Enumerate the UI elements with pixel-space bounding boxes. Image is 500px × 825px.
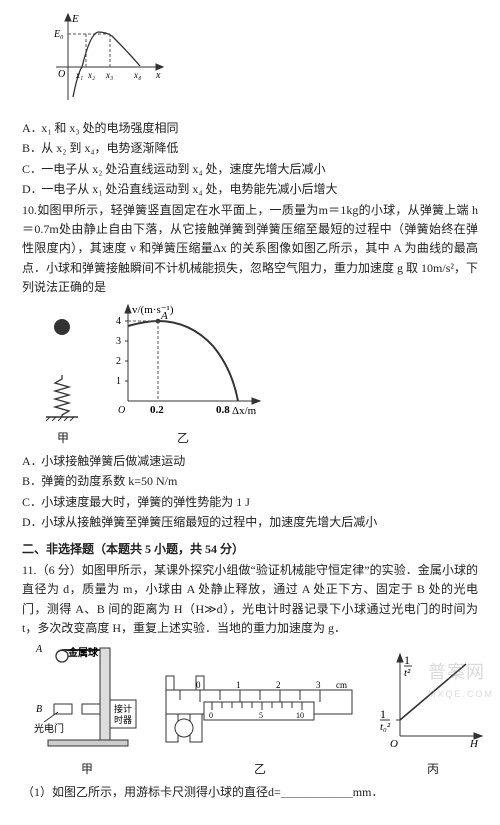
svg-text:1: 1: [380, 707, 386, 721]
svg-text:3: 3: [116, 336, 121, 347]
fig-apparatus: A 金属球 B 光电门 接计 时器 甲: [32, 642, 142, 779]
lbl-O3: O: [390, 738, 398, 750]
lbl-E: E: [71, 13, 79, 25]
svg-text:A: A: [35, 644, 43, 655]
fig-e-vs-x: E E₀ O x x₁ x₂ x₃ x₄: [48, 12, 478, 113]
option-c: C．一电子从 x₂ 处沿直线运动到 x₄ 处，速度先增大后减小: [22, 160, 478, 179]
svg-text:10: 10: [296, 711, 304, 720]
q10-figures: 甲 1 2 3 4 A: [42, 301, 478, 448]
cap-yi2: 乙: [160, 760, 360, 779]
cap-jia2: 甲: [32, 760, 142, 779]
q10-stem: 10.如图甲所示，轻弹簧竖直固定在水平面上，一质量为m＝1kg的小球，从弹簧上端…: [22, 201, 478, 297]
q11-figures: A 金属球 B 光电门 接计 时器 甲: [32, 642, 478, 779]
q11-sub1: （1）如图乙所示，用游标卡尺测得小球的直径d=＿＿＿＿＿＿mm．: [22, 783, 478, 802]
svg-text:B: B: [36, 704, 42, 715]
svg-text:时器: 时器: [114, 714, 132, 725]
svg-text:0: 0: [209, 711, 213, 720]
svg-text:5: 5: [259, 711, 263, 720]
svg-text:3: 3: [316, 680, 321, 690]
xlabel: Δx/m: [232, 405, 257, 417]
option-d-text: 一电子从 x₁ 处沿直线运动到 x₄ 处，电势能先减小后增大: [41, 182, 337, 196]
lbl-x3: x₃: [105, 70, 113, 80]
option-a: A．x₁ 和 x₃ 处的电场强度相同: [22, 119, 478, 138]
svg-text:1: 1: [236, 680, 241, 690]
svg-text:4: 4: [116, 316, 121, 327]
option-a-text: x₁ 和 x₃ 处的电场强度相同: [41, 121, 178, 135]
fig-v-deltax: 1 2 3 4 A v/(m·s⁻¹) Δx/m O 0.2 0.8 乙: [98, 301, 268, 448]
lbl-x4: x₄: [133, 70, 141, 80]
lbl-O: O: [58, 69, 65, 80]
lbl-gate: 光电门: [34, 722, 64, 735]
lbl-x2: x₂: [87, 70, 95, 80]
svg-text:1: 1: [116, 376, 121, 387]
lbl-O2: O: [118, 405, 125, 416]
fig-caliper: 0 1 2 3 cm 0 5 10 乙: [160, 672, 360, 779]
option-b-text: 从 x₂ 到 x₄，电势逐渐降低: [41, 141, 178, 155]
q10-a: A．小球接触弹簧后做减速运动: [22, 452, 478, 471]
lbl-y3: 1: [404, 653, 410, 667]
lbl-xA: 0.2: [150, 404, 164, 416]
cap-jia: 甲: [42, 429, 84, 448]
svg-text:cm: cm: [336, 680, 347, 690]
lbl-x1: x₁: [75, 70, 83, 80]
cap-yi: 乙: [98, 429, 268, 448]
cap-bing: 丙: [378, 760, 488, 779]
svg-text:0: 0: [196, 680, 201, 690]
q11-stem: 11.（6 分）如图甲所示，某课外探究小组做“验证机械能守恒定律”的实验．金属小…: [22, 561, 478, 638]
section2-title: 二、非选择题（本题共 5 小题，共 54 分）: [22, 540, 478, 559]
q10-b: B．弹簧的劲度系数 k=50 N/m: [22, 472, 478, 491]
svg-text:2: 2: [276, 680, 281, 690]
lbl-ball: 金属球: [67, 646, 99, 659]
option-d: D．一电子从 x₁ 处沿直线运动到 x₄ 处，电势能先减小后增大: [22, 180, 478, 199]
svg-text:t₀²: t₀²: [380, 721, 391, 733]
option-b: B．从 x₂ 到 x₄，电势逐渐降低: [22, 139, 478, 158]
fig-ball-spring: 甲: [42, 311, 84, 448]
svg-text:t²: t²: [404, 667, 411, 679]
lbl-x: x: [155, 70, 161, 81]
q10-d: D．小球从接触弹簧至弹簧压缩最短的过程中，加速度先增大后减小: [22, 513, 478, 532]
q10-c: C．小球速度最大时，弹簧的弹性势能为 1 J: [22, 493, 478, 512]
svg-text:2: 2: [116, 356, 121, 367]
ylabel: v/(m·s⁻¹): [132, 304, 174, 316]
lbl-H: H: [469, 738, 479, 750]
fig-1t2-h: 1 t² 1 t₀² O H 丙: [378, 652, 488, 779]
lbl-xmax: 0.8: [216, 404, 230, 416]
svg-text:接计: 接计: [114, 703, 132, 714]
lbl-E0: E₀: [53, 29, 64, 40]
option-c-text: 一电子从 x₂ 处沿直线运动到 x₄ 处，速度先增大后减小: [41, 162, 325, 176]
